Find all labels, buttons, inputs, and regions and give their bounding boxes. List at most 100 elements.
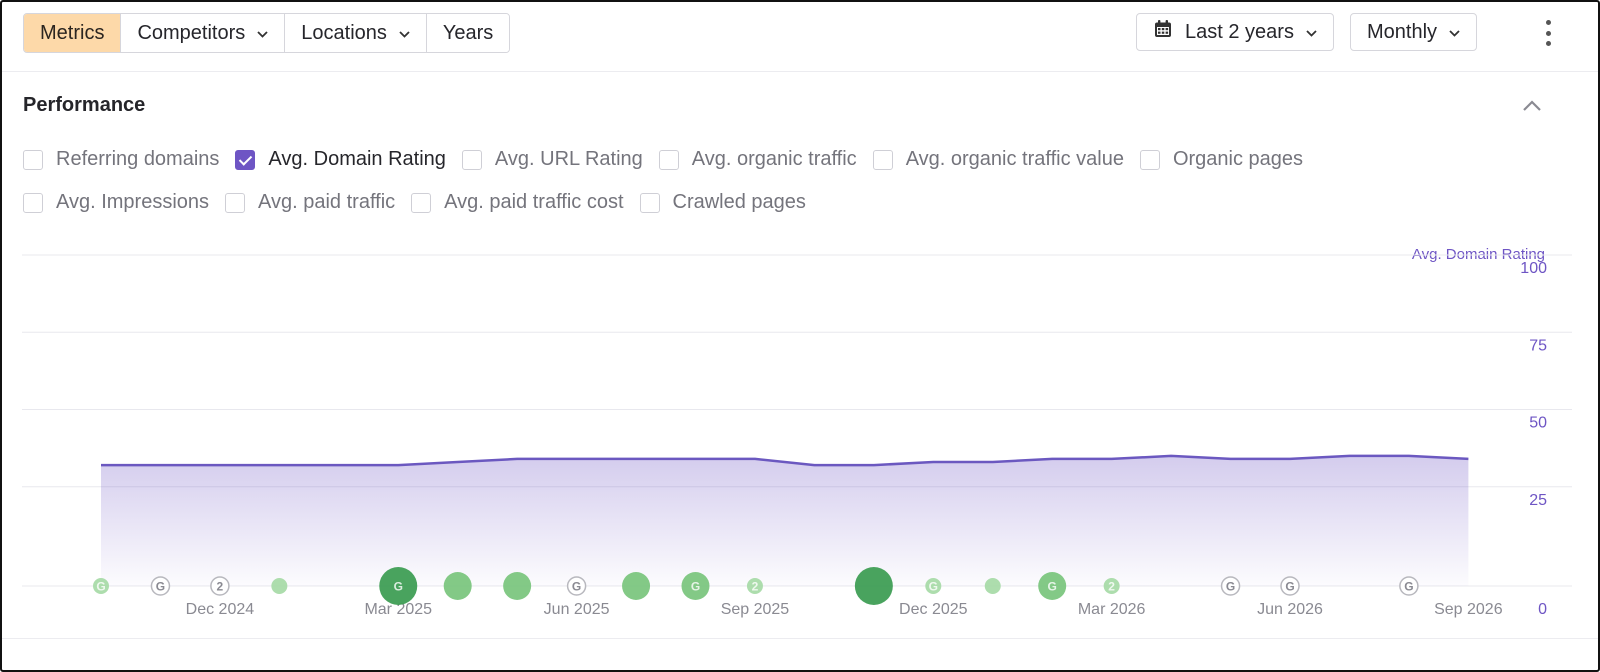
y-tick-label: 0: [1538, 601, 1547, 618]
metric-option-label: Avg. organic traffic: [691, 148, 857, 170]
chevron-down-icon: [1306, 26, 1317, 40]
metric-option-label: Avg. Domain Rating: [268, 148, 446, 170]
y-tick-label: 100: [1520, 260, 1547, 277]
event-marker: [271, 578, 288, 594]
marker-label: G: [691, 580, 700, 594]
marker-label: 2: [217, 580, 224, 594]
metric-options-row-2: Avg. Impressions Avg. paid traffic Avg. …: [23, 191, 822, 214]
metric-option-avg-paid-traffic[interactable]: Avg. paid traffic: [225, 191, 395, 214]
marker-label: 2: [1108, 580, 1115, 594]
event-marker: [503, 572, 532, 600]
google-update-marker: [1220, 576, 1241, 596]
x-tick-label: Dec 2024: [186, 601, 255, 618]
chevron-down-icon: [399, 27, 410, 41]
tab-locations[interactable]: Locations: [284, 14, 426, 52]
metric-options-row-1: Referring domains Avg. Domain Rating Avg…: [23, 148, 1319, 171]
marker-label: G: [156, 580, 165, 594]
marker-label: G: [1048, 580, 1057, 594]
tab-years[interactable]: Years: [425, 14, 510, 52]
divider: [2, 638, 1598, 639]
event-marker: [746, 578, 763, 594]
metric-option-label: Avg. organic traffic value: [905, 148, 1124, 170]
checkbox[interactable]: [411, 192, 432, 213]
marker-label: G: [929, 580, 938, 594]
metric-option-label: Avg. paid traffic cost: [444, 191, 624, 213]
chevron-up-icon[interactable]: [1520, 96, 1544, 116]
metric-option-label: Avg. URL Rating: [494, 148, 643, 170]
event-marker: [1038, 572, 1067, 600]
x-tick-label: Mar 2025: [364, 601, 432, 618]
event-marker: [854, 567, 893, 605]
event-marker: [622, 572, 651, 600]
x-tick-label: Dec 2025: [899, 601, 968, 618]
date-range-label: Last 2 years: [1185, 20, 1294, 43]
date-range-dropdown[interactable]: Last 2 years: [1136, 13, 1334, 51]
metric-option-avg-url-rating[interactable]: Avg. URL Rating: [461, 148, 643, 171]
chevron-down-icon: [1449, 26, 1460, 40]
tab-competitors[interactable]: Competitors: [120, 14, 285, 52]
checkbox[interactable]: [639, 192, 660, 213]
google-update-marker: [150, 576, 171, 596]
marker-label: G: [394, 580, 403, 594]
x-tick-label: Jun 2026: [1257, 601, 1323, 618]
y-tick-label: 25: [1529, 492, 1547, 509]
metric-option-crawled-pages[interactable]: Crawled pages: [639, 191, 806, 214]
google-update-marker: [566, 576, 587, 596]
event-marker: [93, 578, 109, 594]
marker-label: G: [1226, 580, 1235, 594]
metric-option-label: Organic pages: [1172, 148, 1304, 170]
x-tick-label: Mar 2026: [1078, 601, 1146, 618]
checkbox-checked[interactable]: [235, 149, 256, 170]
tab-years-label: Years: [442, 21, 494, 44]
event-marker: [984, 578, 1001, 594]
kebab-menu-icon[interactable]: [1538, 20, 1558, 46]
checkbox[interactable]: [872, 149, 893, 170]
tab-metrics-label: Metrics: [40, 21, 105, 44]
event-marker: [925, 578, 942, 594]
section-title: Performance: [23, 94, 146, 116]
y-tick-label: 75: [1529, 337, 1547, 354]
calendar-icon: [1153, 19, 1173, 45]
marker-label: G: [1404, 580, 1413, 594]
checkbox[interactable]: [1139, 149, 1160, 170]
checkbox[interactable]: [461, 149, 482, 170]
interval-dropdown[interactable]: Monthly: [1350, 13, 1478, 51]
metric-option-referring-domains[interactable]: Referring domains: [23, 148, 219, 171]
event-marker: [1103, 578, 1120, 594]
metric-option-label: Avg. paid traffic: [258, 191, 396, 213]
update-count-marker: [210, 576, 230, 596]
tab-metrics[interactable]: Metrics: [24, 14, 121, 52]
metric-option-label: Referring domains: [56, 148, 220, 170]
metric-option-avg-domain-rating[interactable]: Avg. Domain Rating: [235, 148, 446, 171]
toolbar: Metrics Competitors Locations Years: [2, 2, 1598, 72]
metric-option-label: Avg. Impressions: [56, 191, 210, 213]
marker-label: G: [572, 580, 581, 594]
event-marker: [379, 567, 418, 605]
metric-option-organic-pages[interactable]: Organic pages: [1139, 148, 1304, 171]
tab-locations-label: Locations: [301, 21, 387, 44]
x-tick-label: Sep 2025: [721, 601, 790, 618]
x-tick-label: Jun 2025: [544, 601, 610, 618]
domain-rating-chart: Avg. Domain Rating 0 25 50 75 100 Dec 2024 Mar …: [2, 232, 1598, 652]
metric-option-avg-organic-traffic[interactable]: Avg. organic traffic: [658, 148, 857, 171]
metric-option-label: Crawled pages: [672, 191, 806, 213]
checkbox[interactable]: [225, 192, 246, 213]
checkbox[interactable]: [23, 192, 43, 213]
metric-option-avg-impressions[interactable]: Avg. Impressions: [23, 191, 209, 214]
checkbox[interactable]: [23, 149, 43, 170]
series-line: [101, 454, 1469, 467]
view-tabs: Metrics Competitors Locations Years: [23, 13, 511, 53]
metric-option-avg-organic-traffic-value[interactable]: Avg. organic traffic value: [872, 148, 1124, 171]
metric-option-avg-paid-traffic-cost[interactable]: Avg. paid traffic cost: [411, 191, 624, 214]
x-tick-label: Sep 2026: [1434, 601, 1503, 618]
checkbox[interactable]: [658, 149, 679, 170]
marker-label: G: [96, 580, 105, 594]
marker-label: 2: [752, 580, 759, 594]
google-update-marker: [1280, 576, 1300, 596]
y-tick-label: 50: [1529, 415, 1547, 432]
marker-label: G: [1285, 580, 1294, 594]
google-update-marker: [1399, 576, 1419, 596]
series-area: [101, 455, 1469, 586]
